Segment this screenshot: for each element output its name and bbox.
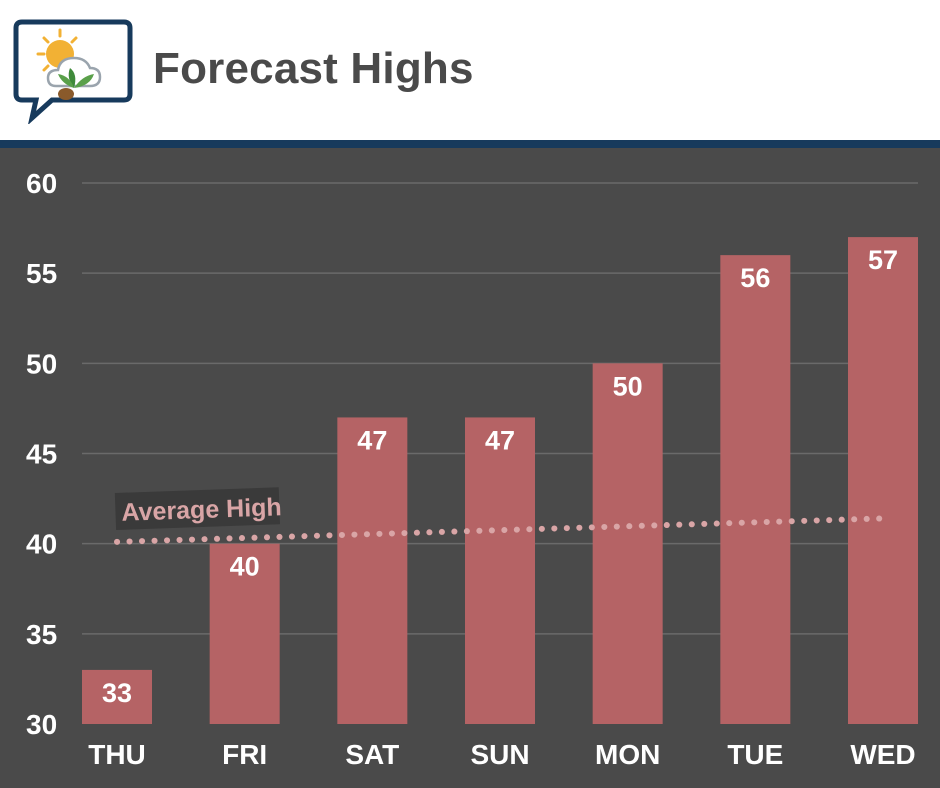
bar-value-label: 57 <box>868 245 898 275</box>
header-bar: Forecast Highs <box>0 0 940 140</box>
bar <box>337 417 408 724</box>
bar <box>720 255 791 724</box>
x-tick-label: FRI <box>222 739 267 770</box>
x-tick-label: TUE <box>727 739 783 770</box>
x-tick-label: THU <box>88 739 146 770</box>
x-tick-label: MON <box>595 739 660 770</box>
bar-value-label: 40 <box>230 552 260 582</box>
x-tick-label: SUN <box>470 739 529 770</box>
forecast-chart: 30 35 40 45 50 55 60 33 THU 40 FRI 47 SAT 47 SUN 50 MON 5… <box>0 148 940 788</box>
bar <box>209 543 280 724</box>
y-tick-label: 55 <box>26 258 57 289</box>
x-tick-label: SAT <box>345 739 399 770</box>
y-tick-label: 50 <box>26 348 57 379</box>
bar-chart: 30 35 40 45 50 55 60 33 THU 40 FRI 47 SAT 47 SUN 50 MON 5… <box>26 168 918 770</box>
bar-value-label: 56 <box>740 263 770 293</box>
header-divider <box>0 140 940 148</box>
y-tick-label: 35 <box>26 619 57 650</box>
y-tick-label: 30 <box>26 709 57 740</box>
average-high-label: Average High <box>121 493 282 527</box>
bar <box>592 363 663 724</box>
average-high-line <box>114 515 886 545</box>
bar-value-label: 47 <box>485 425 515 455</box>
page-title: Forecast Highs <box>153 44 474 93</box>
y-tick-label: 60 <box>26 168 57 199</box>
bar <box>848 237 918 724</box>
bar <box>465 417 535 724</box>
x-tick-label: WED <box>850 739 915 770</box>
y-tick-label: 40 <box>26 529 57 560</box>
bar-value-label: 47 <box>357 425 387 455</box>
bar-value-label: 33 <box>102 678 132 708</box>
bar-value-label: 50 <box>613 371 643 401</box>
average-high-label-bg <box>114 487 281 530</box>
weather-logo-icon <box>13 19 133 124</box>
y-tick-label: 45 <box>26 439 57 470</box>
bar <box>82 669 152 724</box>
